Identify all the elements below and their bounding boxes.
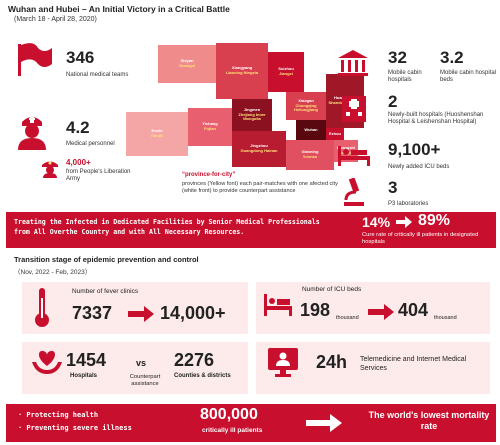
flag-icon — [14, 42, 54, 81]
hospitals-value: 1454 — [66, 350, 107, 370]
map-tile-ezhou: Ezhou — [326, 128, 344, 140]
thermometer-icon — [34, 288, 50, 333]
personnel-value: 4.2 — [66, 118, 90, 137]
outcome-arrow-icon — [306, 414, 342, 437]
assistance-panel — [22, 342, 248, 394]
fever-arrow-icon — [128, 306, 154, 327]
fever-clinics-panel — [22, 282, 248, 334]
page-subtitle: (March 18 - April 28, 2020) — [14, 16, 97, 23]
fever-from: 7337 — [72, 303, 113, 323]
army-label: from People's Liberation Army — [66, 169, 131, 183]
map-tile-xiaogan: Xiaogan Chongqing Heilongjiang — [286, 92, 326, 120]
new-hospital-icon — [340, 92, 368, 127]
mobile-value: 32 — [388, 48, 407, 67]
mobile-label: Mobile cabin hospitals — [388, 70, 422, 84]
icu-beds-label: Number of ICU beds — [302, 286, 362, 293]
hospital-building-icon — [338, 50, 368, 81]
p3-value: 3 — [388, 178, 398, 197]
icu-value: 9,100+ — [388, 140, 441, 159]
map-note-title: “province-for-city” — [182, 172, 236, 178]
newbuilt-label: Newly-built hospitals (Huoshenshan Hospi… — [388, 112, 484, 126]
map-tile-jingmen: Jingmen Zhejiang Inner Mongolia — [232, 99, 272, 131]
personnel-label: Medical personnel — [66, 141, 115, 147]
section2-title: Transition stage of epidemic prevention … — [14, 255, 199, 264]
icu-panel — [256, 282, 490, 334]
bed-icon — [264, 294, 292, 321]
heart-hands-icon — [32, 348, 62, 381]
cure-rate-label: Cure rate of critically ill patients in … — [362, 232, 479, 245]
arrow-icon — [396, 215, 412, 234]
treatment-banner — [6, 212, 496, 248]
newbuilt-value: 2 — [388, 92, 398, 111]
icu-beds-from: 198 — [300, 300, 331, 320]
outcome-banner — [6, 404, 496, 442]
map-tile-wuhan: Wuhan — [296, 120, 326, 140]
cure-rate-before: 14% — [362, 214, 391, 230]
nurse-icon — [14, 112, 50, 155]
bullet-protect: · Protecting health — [18, 411, 99, 419]
vs-label: Counterpart assistance — [129, 374, 161, 387]
map-note-text: provinces (Yellow font) each pair-matche… — [182, 181, 338, 194]
army-icon — [40, 158, 60, 183]
cure-rate-after: 89% — [418, 212, 451, 229]
icu-unit-from: thousand — [336, 315, 359, 321]
beds-value: 3.2 — [440, 48, 464, 67]
patients-value: 800,000 — [200, 406, 258, 423]
beds-label: Mobile cabin hospital beds — [440, 70, 497, 84]
map-tile-yichang: Yichang Fujian — [188, 108, 232, 146]
monitor-doctor-icon — [268, 348, 298, 383]
fever-to: 14,000+ — [160, 303, 226, 323]
icu-arrow-icon — [368, 304, 394, 325]
microscope-icon — [342, 177, 366, 211]
map-tile-xianning: Xianning Yunnan — [286, 140, 334, 170]
map-tile-xiangyang: Xiangyang Liaoning Ningxia — [216, 43, 268, 99]
counties-label: Counties & districts — [174, 373, 231, 379]
fever-label: Number of fever clinics — [72, 288, 139, 295]
p3-label: P3 laboratories — [388, 201, 429, 207]
icu-beds-to: 404 — [398, 300, 429, 320]
patients-label: critically ill patients — [202, 427, 263, 434]
icu-bed-icon — [338, 144, 370, 171]
vs-text: vs — [136, 358, 147, 368]
map-tile-shiyan: Shiyan Guangxi — [158, 45, 216, 83]
tele-value: 24h — [316, 352, 348, 372]
bullet-prevent: · Preventing severe illness — [18, 424, 132, 432]
teams-value: 346 — [66, 48, 95, 67]
section2-subtitle: （Nov, 2022 - Feb, 2023） — [14, 269, 92, 276]
counties-value: 2276 — [174, 350, 215, 370]
page-title: Wuhan and Hubei – An Initial Victory in … — [8, 4, 230, 14]
tele-label: Telemedicine and Internet Medical Servic… — [360, 356, 467, 372]
icu-unit-to: thousand — [434, 315, 457, 321]
hospitals-label: Hospitals — [70, 373, 98, 379]
map-tile-enshi: Enshi Tianjin — [126, 112, 188, 156]
outcome-result: The world's lowest mortality rate — [368, 410, 490, 431]
treatment-text: Treating the Infected in Dedicated Facil… — [14, 218, 320, 236]
teams-label: National medical teams — [66, 72, 129, 78]
map-tile-jingzhou: Jingzhou Guangdong Hainan — [232, 131, 286, 167]
army-value: 4,000+ — [66, 158, 91, 167]
map-tile-suizhou: Suizhou Jiangxi — [268, 52, 304, 92]
icu-label: Newly added ICU beds — [388, 164, 450, 170]
